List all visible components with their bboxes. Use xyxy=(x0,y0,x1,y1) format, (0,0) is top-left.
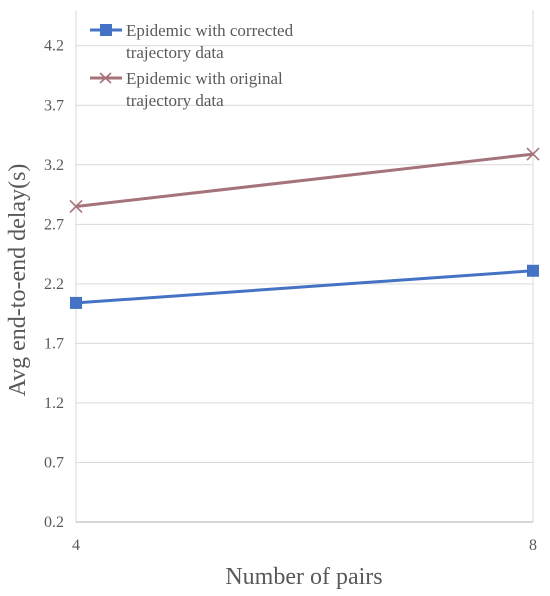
legend-label: trajectory data xyxy=(126,43,224,62)
data-point-x xyxy=(69,199,83,214)
legend-label: trajectory data xyxy=(126,91,224,110)
y-tick-label: 0.7 xyxy=(44,454,64,471)
legend-swatch-marker xyxy=(100,24,112,36)
legend-swatch-marker xyxy=(99,72,112,84)
series xyxy=(69,147,540,309)
data-point-square xyxy=(70,296,82,309)
data-point-square xyxy=(527,264,539,277)
series-1 xyxy=(70,264,539,309)
x-tick-label: 8 xyxy=(529,537,537,554)
y-tick-labels: 0.2 0.7 1.2 1.7 2.2 2.7 3.2 3.7 4.2 xyxy=(44,38,64,531)
y-tick-label: 2.7 xyxy=(44,216,64,233)
gridlines xyxy=(75,10,534,522)
x-marker-stroke xyxy=(526,147,540,161)
y-tick-label: 2.2 xyxy=(44,276,64,293)
x-axis-title: Number of pairs xyxy=(225,564,382,590)
legend-item-1: Epidemic with corrected trajectory data xyxy=(90,21,294,62)
legend-item-2: Epidemic with original trajectory data xyxy=(90,69,283,110)
series-2 xyxy=(69,147,540,214)
y-tick-label: 4.2 xyxy=(44,38,64,55)
y-tick-label: 0.2 xyxy=(44,514,64,531)
y-axis-title: Avg end-to-end delay(s) xyxy=(5,164,31,397)
series-line xyxy=(75,269,534,305)
data-point-x xyxy=(526,147,540,161)
y-tick-label: 1.2 xyxy=(44,395,64,412)
y-tick-label: 1.7 xyxy=(44,335,64,352)
legend-label: Epidemic with corrected xyxy=(126,21,294,40)
y-tick-label: 3.2 xyxy=(44,157,64,174)
y-tick-label: 3.7 xyxy=(44,97,64,114)
x-tick-label: 4 xyxy=(72,537,80,554)
legend-label: Epidemic with original xyxy=(126,69,283,88)
x-marker-stroke xyxy=(69,199,83,214)
series-line xyxy=(75,152,534,208)
